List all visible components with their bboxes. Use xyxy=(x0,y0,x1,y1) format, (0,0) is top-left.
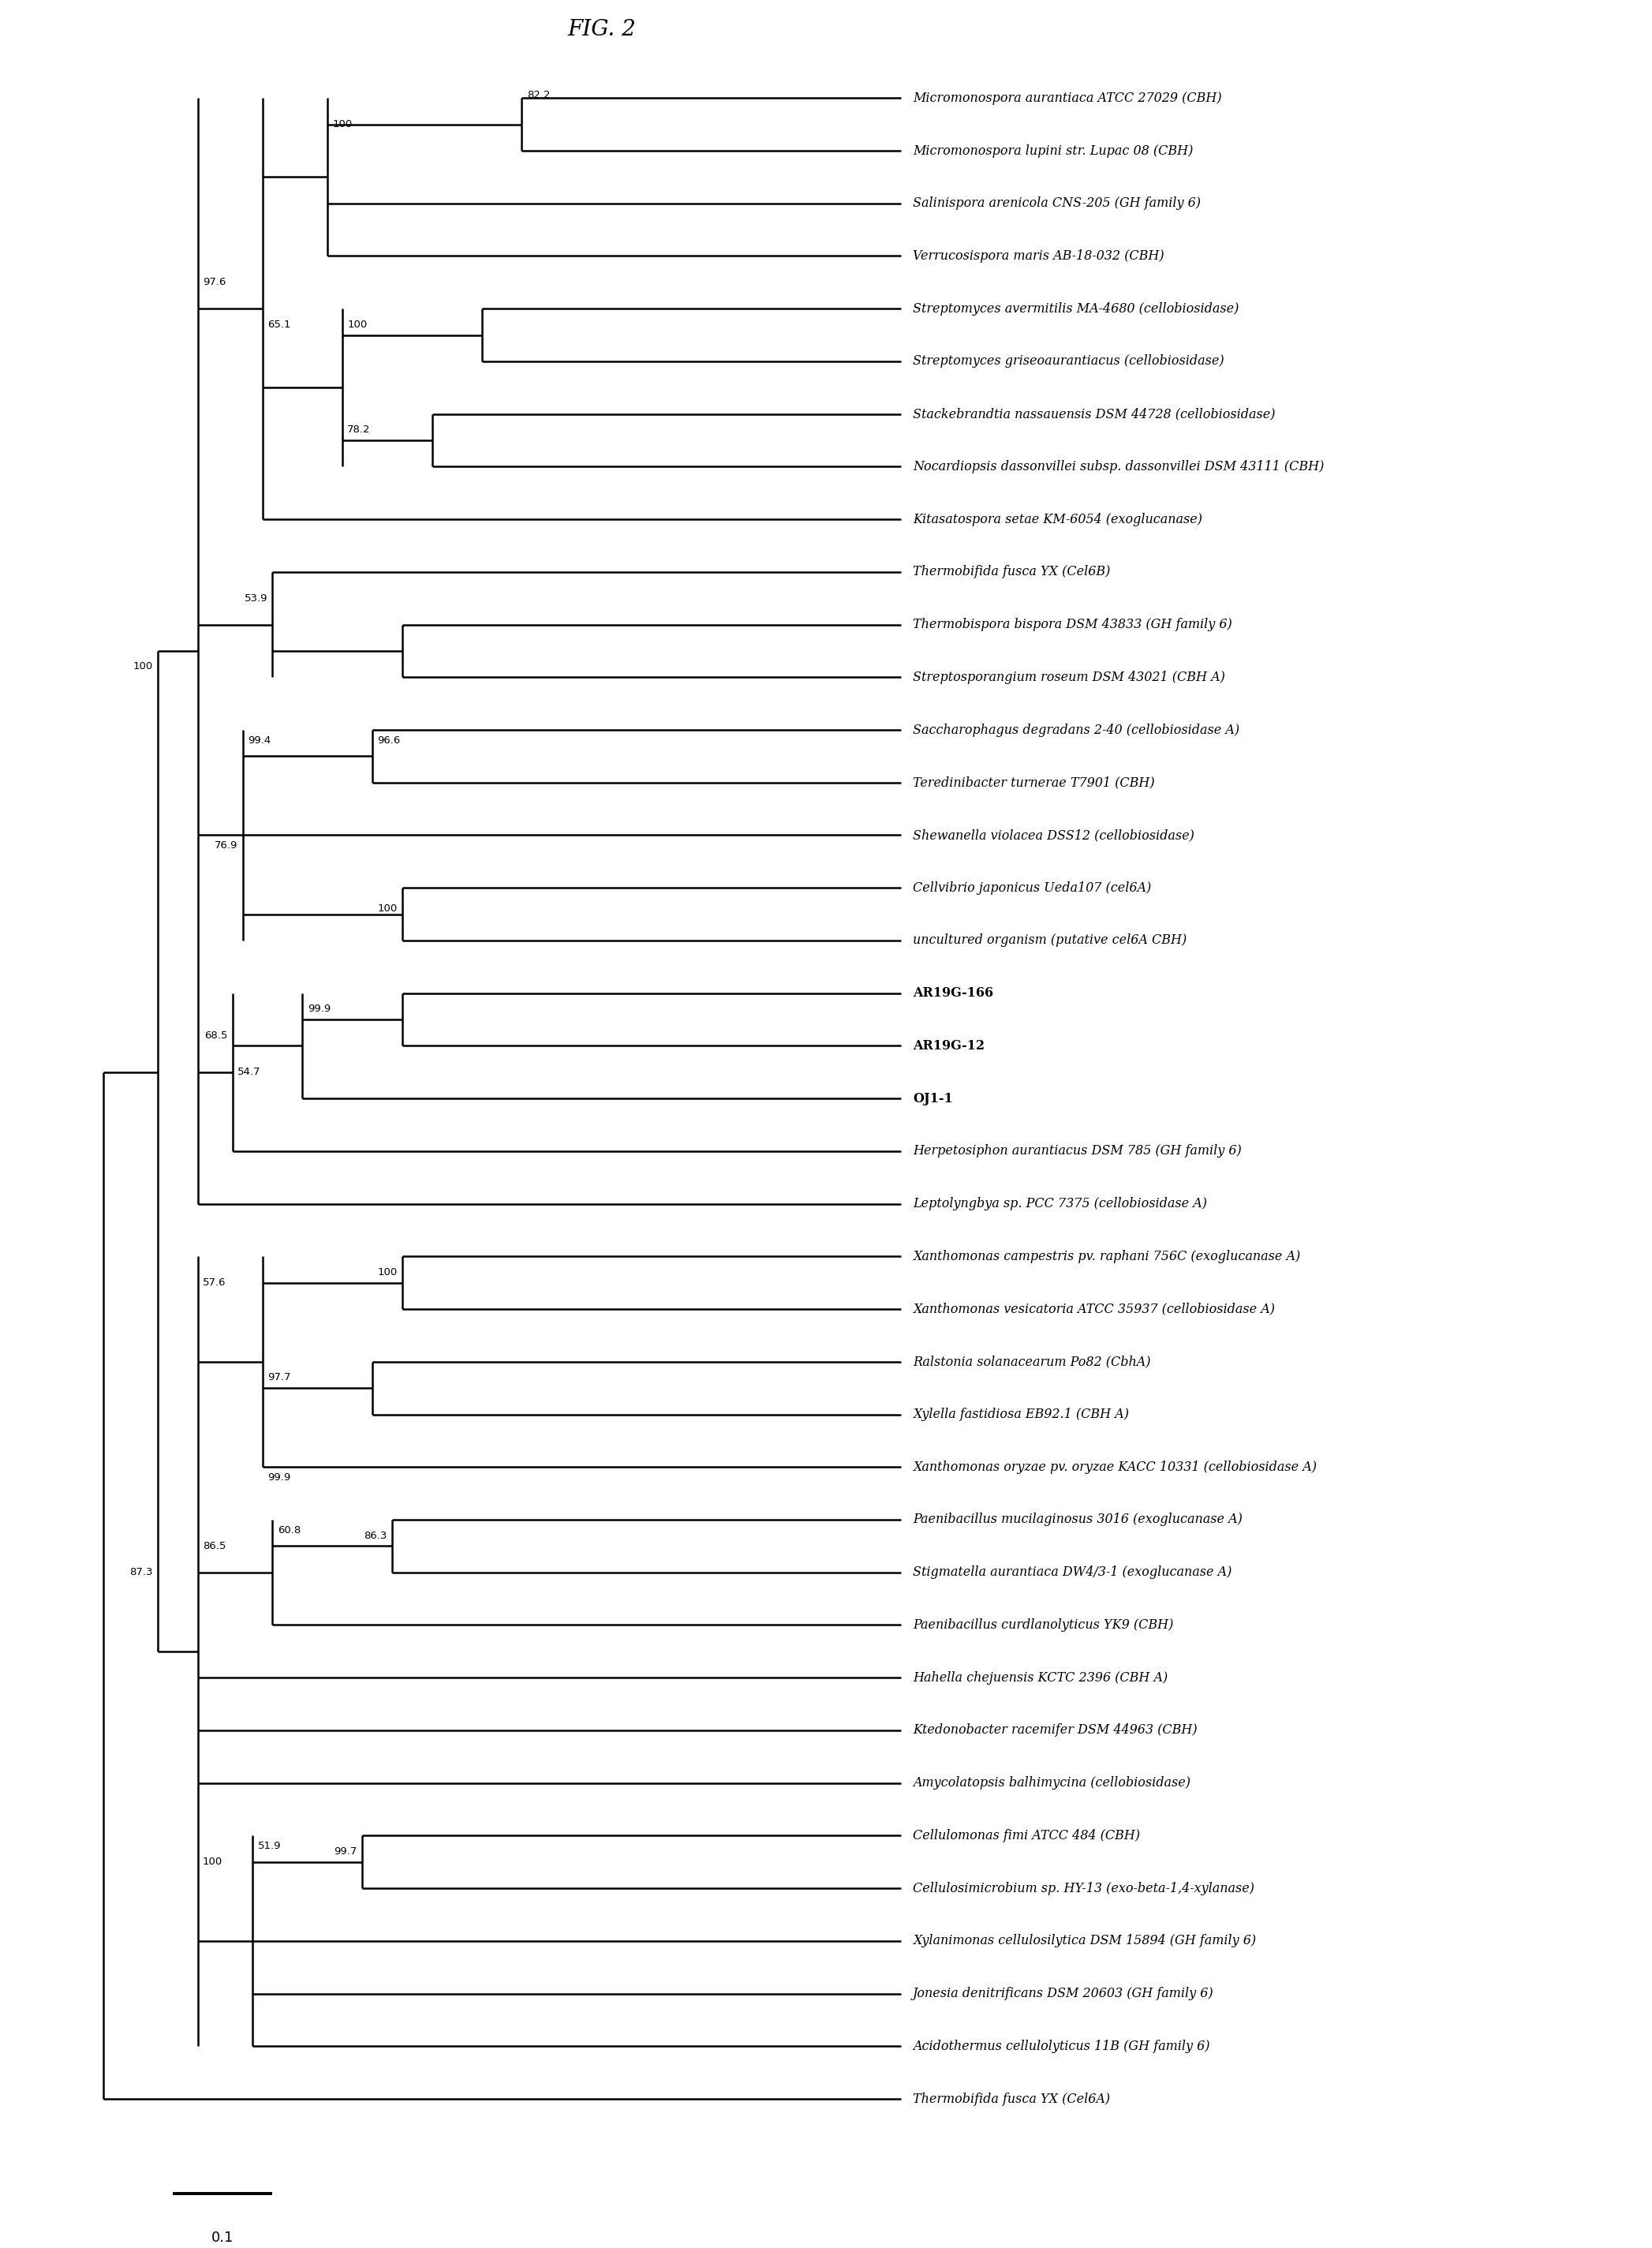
Text: 99.9: 99.9 xyxy=(268,1472,291,1484)
Text: FIG. 2: FIG. 2 xyxy=(567,18,636,40)
Text: Xylella fastidiosa EB92.1 (CBH A): Xylella fastidiosa EB92.1 (CBH A) xyxy=(914,1407,1128,1421)
Text: 97.6: 97.6 xyxy=(203,277,226,288)
Text: Saccharophagus degradans 2-40 (cellobiosidase A): Saccharophagus degradans 2-40 (cellobios… xyxy=(914,724,1239,737)
Text: Stigmatella aurantiaca DW4/3-1 (exoglucanase A): Stigmatella aurantiaca DW4/3-1 (exogluca… xyxy=(914,1565,1232,1578)
Text: Hahella chejuensis KCTC 2396 (CBH A): Hahella chejuensis KCTC 2396 (CBH A) xyxy=(914,1670,1168,1684)
Text: Thermobifida fusca YX (Cel6B): Thermobifida fusca YX (Cel6B) xyxy=(914,564,1110,578)
Text: Streptomyces griseoaurantiacus (cellobiosidase): Streptomyces griseoaurantiacus (cellobio… xyxy=(914,355,1224,369)
Text: 86.3: 86.3 xyxy=(363,1531,387,1540)
Text: Shewanella violacea DSS12 (cellobiosidase): Shewanella violacea DSS12 (cellobiosidas… xyxy=(914,830,1194,843)
Text: Verrucosispora maris AB-18-032 (CBH): Verrucosispora maris AB-18-032 (CBH) xyxy=(914,250,1165,263)
Text: Xanthomonas campestris pv. raphani 756C (exoglucanase A): Xanthomonas campestris pv. raphani 756C … xyxy=(914,1250,1300,1263)
Text: 100: 100 xyxy=(377,904,396,915)
Text: AR19G-166: AR19G-166 xyxy=(914,987,993,1000)
Text: 65.1: 65.1 xyxy=(268,319,291,330)
Text: Salinispora arenicola CNS-205 (GH family 6): Salinispora arenicola CNS-205 (GH family… xyxy=(914,196,1201,209)
Text: Micromonospora lupini str. Lupac 08 (CBH): Micromonospora lupini str. Lupac 08 (CBH… xyxy=(914,144,1193,157)
Text: 97.7: 97.7 xyxy=(268,1371,291,1383)
Text: uncultured organism (putative cel6A CBH): uncultured organism (putative cel6A CBH) xyxy=(914,933,1186,946)
Text: 60.8: 60.8 xyxy=(278,1524,301,1535)
Text: Ralstonia solanacearum Po82 (CbhA): Ralstonia solanacearum Po82 (CbhA) xyxy=(914,1356,1151,1369)
Text: Stackebrandtia nassauensis DSM 44728 (cellobiosidase): Stackebrandtia nassauensis DSM 44728 (ce… xyxy=(914,407,1275,420)
Text: Paenibacillus curdlanolyticus YK9 (CBH): Paenibacillus curdlanolyticus YK9 (CBH) xyxy=(914,1619,1173,1632)
Text: Acidothermus cellulolyticus 11B (GH family 6): Acidothermus cellulolyticus 11B (GH fami… xyxy=(914,2039,1209,2052)
Text: 100: 100 xyxy=(203,1857,223,1868)
Text: Thermobispora bispora DSM 43833 (GH family 6): Thermobispora bispora DSM 43833 (GH fami… xyxy=(914,618,1232,632)
Text: Herpetosiphon aurantiacus DSM 785 (GH family 6): Herpetosiphon aurantiacus DSM 785 (GH fa… xyxy=(914,1144,1242,1158)
Text: Streptosporangium roseum DSM 43021 (CBH A): Streptosporangium roseum DSM 43021 (CBH … xyxy=(914,670,1226,683)
Text: Xanthomonas oryzae pv. oryzae KACC 10331 (cellobiosidase A): Xanthomonas oryzae pv. oryzae KACC 10331… xyxy=(914,1461,1317,1475)
Text: Cellvibrio japonicus Ueda107 (cel6A): Cellvibrio japonicus Ueda107 (cel6A) xyxy=(914,881,1151,895)
Text: 51.9: 51.9 xyxy=(258,1841,281,1852)
Text: Cellulosimicrobium sp. HY-13 (exo-beta-1,4-xylanase): Cellulosimicrobium sp. HY-13 (exo-beta-1… xyxy=(914,1882,1254,1895)
Text: 100: 100 xyxy=(377,1268,396,1277)
Text: Nocardiopsis dassonvillei subsp. dassonvillei DSM 43111 (CBH): Nocardiopsis dassonvillei subsp. dassonv… xyxy=(914,461,1325,474)
Text: AR19G-12: AR19G-12 xyxy=(914,1039,985,1052)
Text: Amycolatopsis balhimycina (cellobiosidase): Amycolatopsis balhimycina (cellobiosidas… xyxy=(914,1776,1191,1789)
Text: Streptomyces avermitilis MA-4680 (cellobiosidase): Streptomyces avermitilis MA-4680 (cellob… xyxy=(914,301,1239,315)
Text: Thermobifida fusca YX (Cel6A): Thermobifida fusca YX (Cel6A) xyxy=(914,2093,1110,2106)
Text: Cellulomonas fimi ATCC 484 (CBH): Cellulomonas fimi ATCC 484 (CBH) xyxy=(914,1830,1140,1843)
Text: 99.9: 99.9 xyxy=(307,1005,330,1014)
Text: Xylanimonas cellulosilytica DSM 15894 (GH family 6): Xylanimonas cellulosilytica DSM 15894 (G… xyxy=(914,1933,1256,1947)
Text: 100: 100 xyxy=(332,119,352,130)
Text: 53.9: 53.9 xyxy=(244,593,268,602)
Text: 57.6: 57.6 xyxy=(203,1277,226,1288)
Text: Kitasatospora setae KM-6054 (exoglucanase): Kitasatospora setae KM-6054 (exoglucanas… xyxy=(914,513,1203,526)
Text: 100: 100 xyxy=(132,661,154,672)
Text: Micromonospora aurantiaca ATCC 27029 (CBH): Micromonospora aurantiaca ATCC 27029 (CB… xyxy=(914,92,1222,106)
Text: Jonesia denitrificans DSM 20603 (GH family 6): Jonesia denitrificans DSM 20603 (GH fami… xyxy=(914,1987,1214,2001)
Text: 54.7: 54.7 xyxy=(238,1068,261,1077)
Text: Ktedonobacter racemifer DSM 44963 (CBH): Ktedonobacter racemifer DSM 44963 (CBH) xyxy=(914,1724,1198,1738)
Text: 76.9: 76.9 xyxy=(215,841,238,850)
Text: 99.4: 99.4 xyxy=(248,735,271,746)
Text: 100: 100 xyxy=(347,319,367,330)
Text: 99.7: 99.7 xyxy=(334,1846,357,1857)
Text: 96.6: 96.6 xyxy=(377,735,400,746)
Text: 68.5: 68.5 xyxy=(205,1030,228,1041)
Text: 86.5: 86.5 xyxy=(203,1540,226,1551)
Text: Xanthomonas vesicatoria ATCC 35937 (cellobiosidase A): Xanthomonas vesicatoria ATCC 35937 (cell… xyxy=(914,1302,1275,1315)
Text: Teredinibacter turnerae T7901 (CBH): Teredinibacter turnerae T7901 (CBH) xyxy=(914,776,1155,789)
Text: Leptolyngbya sp. PCC 7375 (cellobiosidase A): Leptolyngbya sp. PCC 7375 (cellobiosidas… xyxy=(914,1198,1208,1209)
Text: 78.2: 78.2 xyxy=(347,425,370,434)
Text: OJ1-1: OJ1-1 xyxy=(914,1093,953,1106)
Text: 0.1: 0.1 xyxy=(211,2230,235,2246)
Text: Paenibacillus mucilaginosus 3016 (exoglucanase A): Paenibacillus mucilaginosus 3016 (exoglu… xyxy=(914,1513,1242,1526)
Text: 82.2: 82.2 xyxy=(527,90,550,101)
Text: 87.3: 87.3 xyxy=(129,1567,154,1578)
